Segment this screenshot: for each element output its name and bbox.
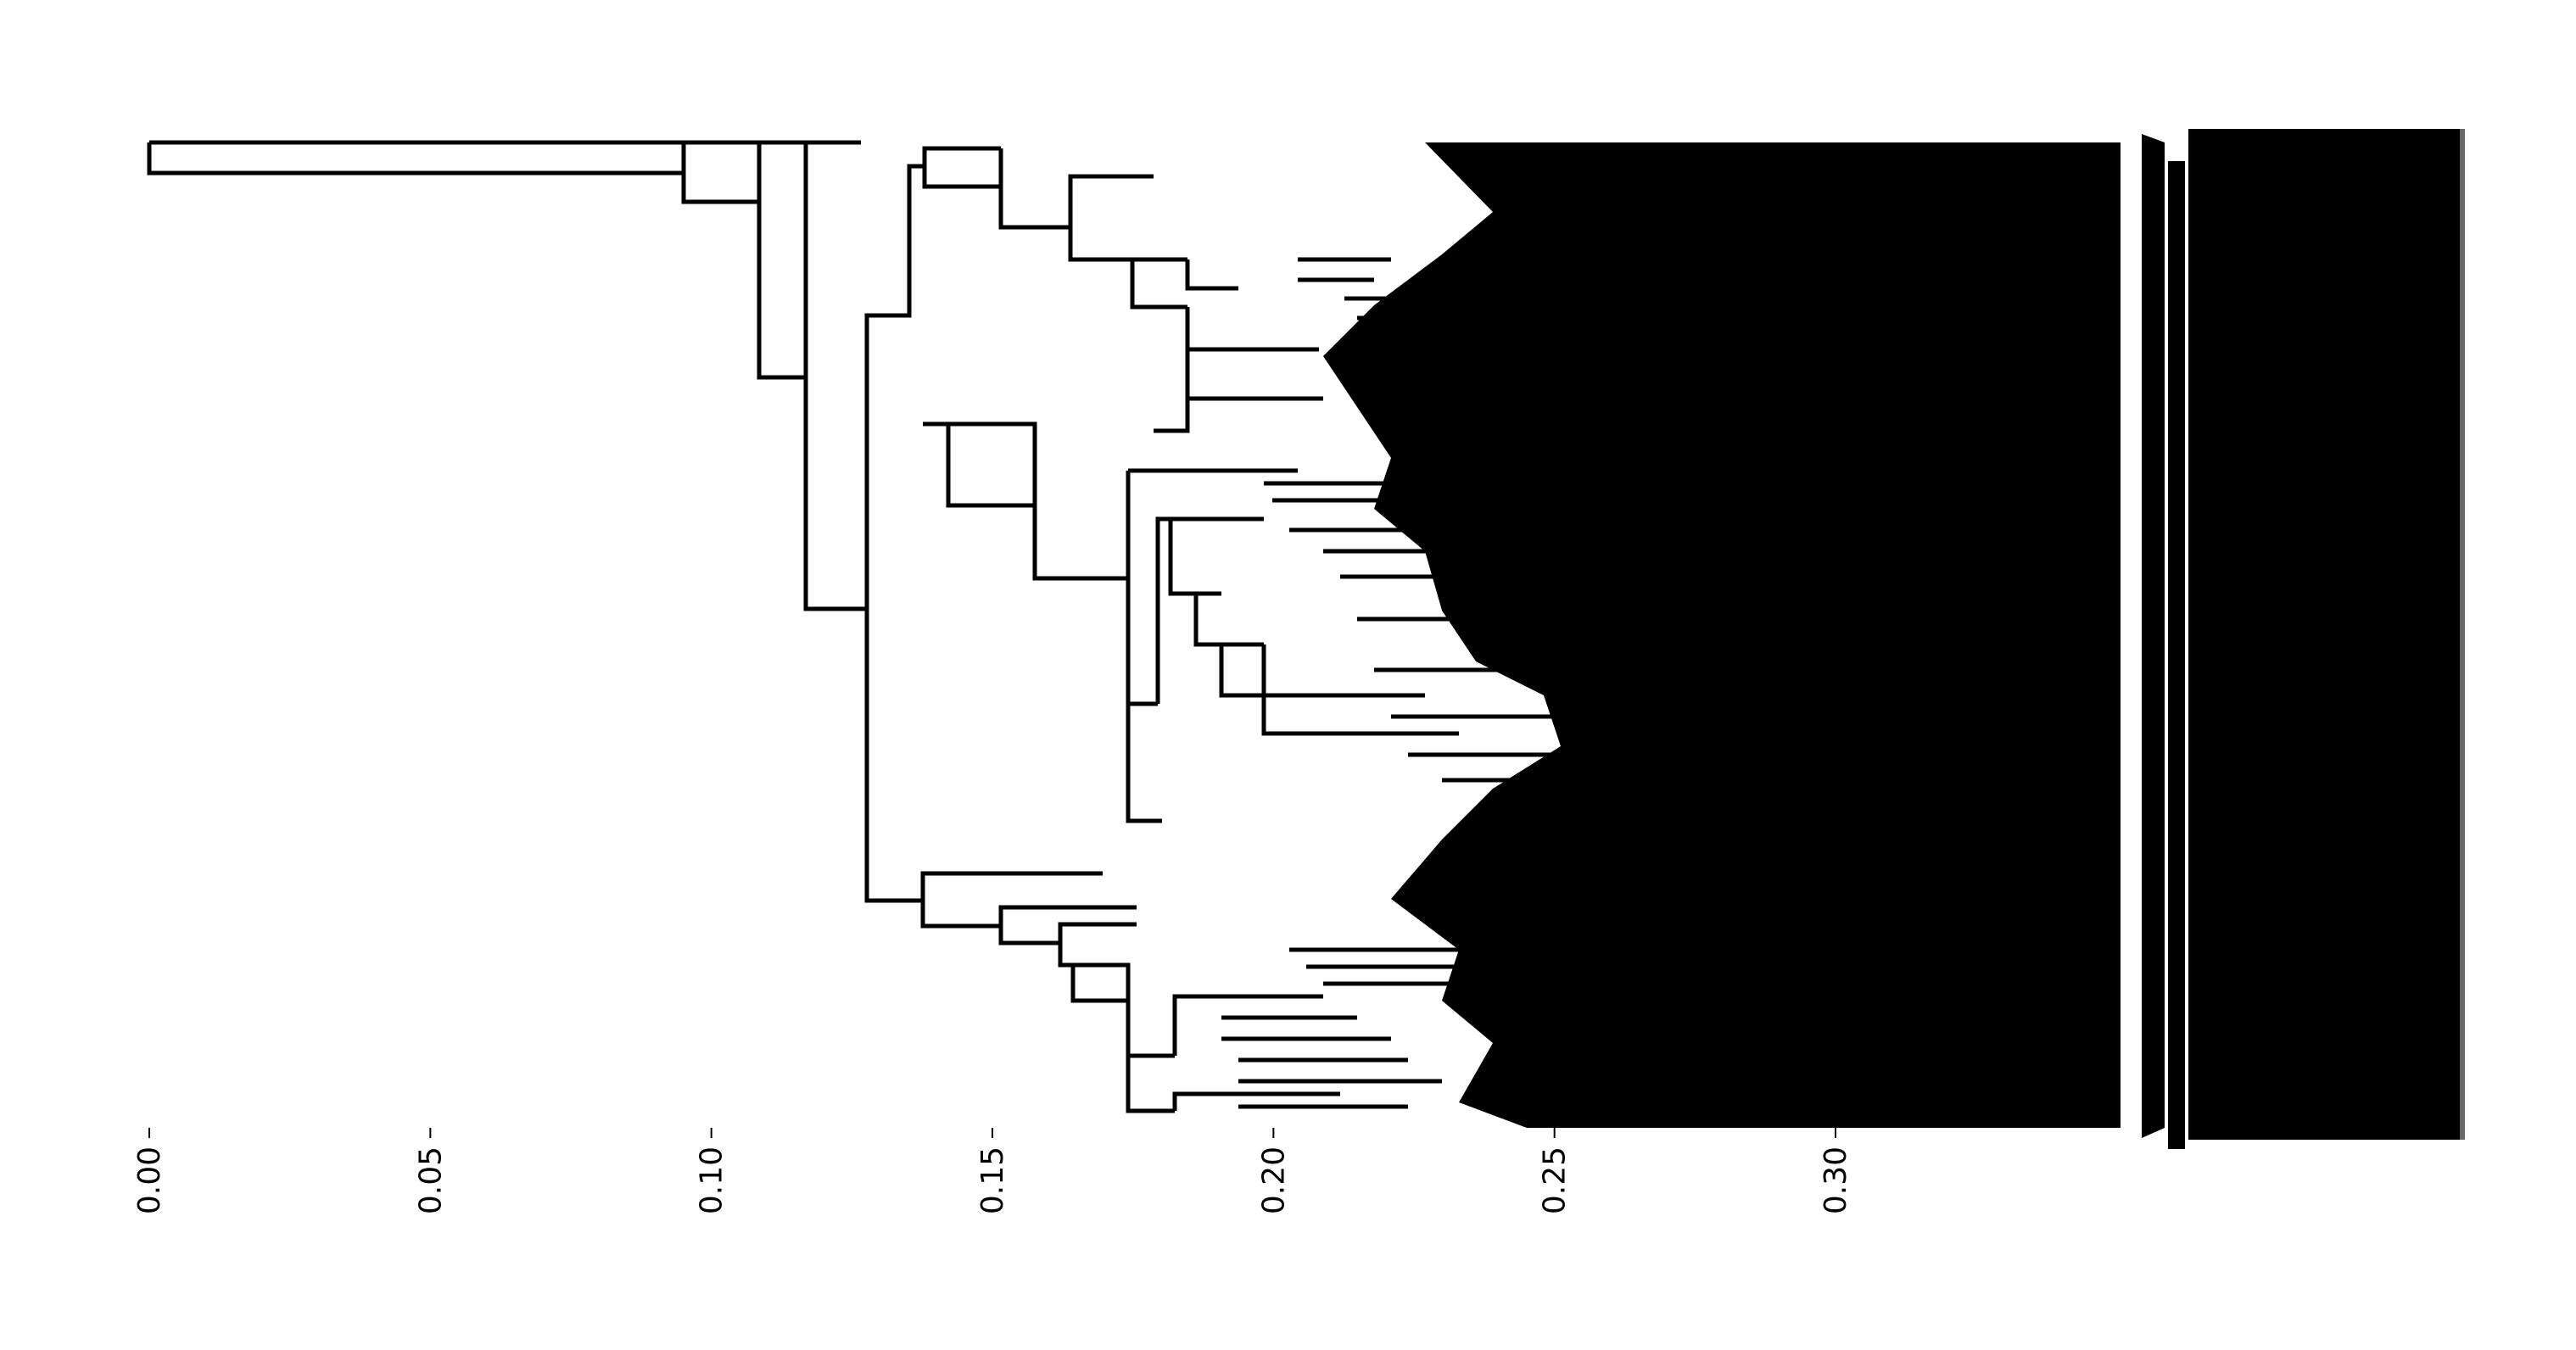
clade-lower — [920, 871, 1137, 946]
distance-axis: 0.00 0.05 0.10 0.15 0.20 0.25 0.30 — [132, 1128, 1853, 1214]
clade-upper-fine — [1298, 257, 1544, 401]
leaf-marker-strip — [2142, 134, 2165, 1138]
clade-lower-sub — [1058, 943, 1221, 1113]
clade-upper — [922, 146, 1187, 310]
clade-middle-fine — [1264, 481, 1662, 783]
level-2-branch — [864, 164, 925, 903]
dense-branch-region — [1323, 142, 2121, 1128]
level-1-branch — [757, 142, 867, 611]
root-branch — [147, 140, 861, 204]
clade-middle — [923, 421, 1298, 823]
axis-tick-label: 0.25 — [1538, 1146, 1573, 1214]
leaf-labels-block — [2188, 129, 2460, 1140]
clade-middle-sub — [1155, 516, 1459, 736]
clade-upper-sub — [1132, 257, 1323, 433]
leaf-group-bar — [2168, 161, 2185, 1149]
leaf-label-column — [2142, 129, 2465, 1149]
axis-tick-label: 0.20 — [1256, 1146, 1291, 1214]
axis-tick-label: 0.10 — [695, 1146, 729, 1214]
dendrogram-tree — [147, 140, 2121, 1128]
leaf-labels-edge — [2460, 129, 2465, 1140]
axis-tick-label: 0.30 — [1819, 1146, 1853, 1214]
axis-tick-label: 0.15 — [975, 1146, 1010, 1214]
axis-tick-label: 0.05 — [413, 1146, 448, 1214]
axis-tick-label: 0.00 — [132, 1146, 167, 1214]
clade-lower-fine — [1221, 947, 1561, 1109]
clade-middle-long — [1578, 710, 1832, 732]
